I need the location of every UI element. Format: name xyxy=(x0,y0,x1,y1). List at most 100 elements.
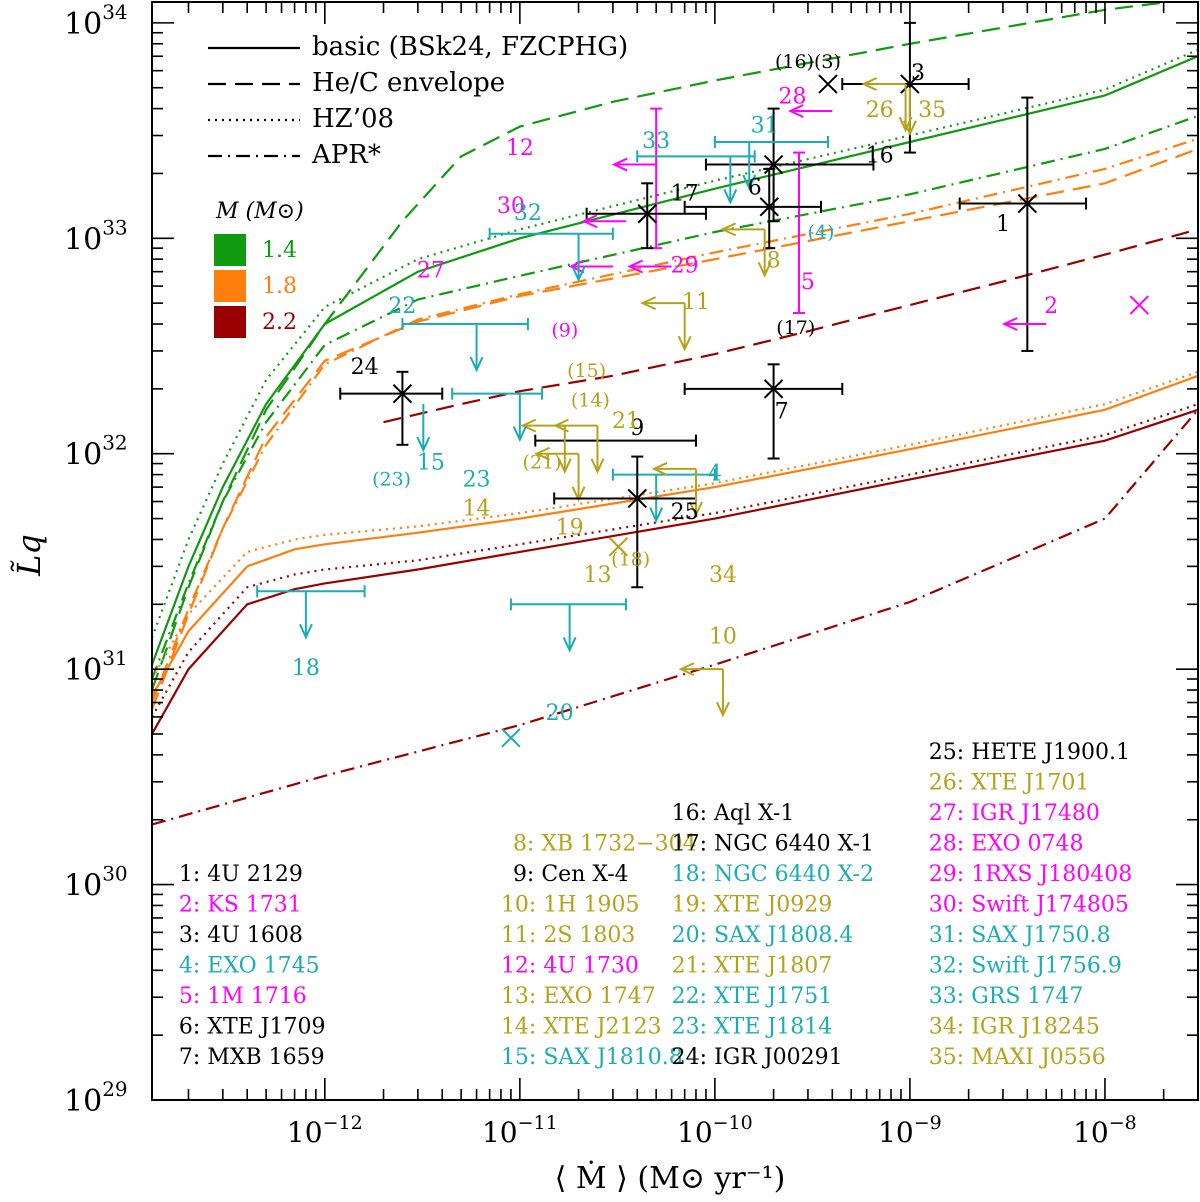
source-legend: 1: 4U 2129 2: KS 1731 3: 4U 1608 4: EXO 174… xyxy=(179,740,1132,1070)
annotation-0: (16)(3) xyxy=(775,51,841,73)
source-18 xyxy=(256,585,366,640)
curve-1-4-basic xyxy=(152,55,1198,665)
mass-legend-title: M (M⊙) xyxy=(215,199,304,224)
source-7 xyxy=(683,363,844,460)
legend-entry-18: 18: NGC 6440 X-2 xyxy=(672,862,874,887)
point-label-2: 2 xyxy=(1044,294,1058,319)
legend-entry-31: 31: SAX J1750.8 xyxy=(929,923,1111,948)
source-2 xyxy=(1001,295,1149,331)
legend-entry-26: 26: XTE J1701 xyxy=(929,771,1090,796)
legend-entry-22: 22: XTE J1751 xyxy=(672,984,833,1009)
legend-entry-34: 34: IGR J18245 xyxy=(929,1015,1100,1040)
point-label-35: 35 xyxy=(918,98,946,123)
mass-legend-label-0: 1.4 xyxy=(262,238,297,263)
legend-entry-27: 27: IGR J17480 xyxy=(929,801,1100,826)
source-34 xyxy=(651,462,703,518)
x-tick-label-1: 10−11 xyxy=(482,1112,558,1149)
source-11 xyxy=(640,296,692,352)
point-label-26: 26 xyxy=(866,98,894,123)
point-label-14: 14 xyxy=(463,497,491,522)
annotation-1: (4) xyxy=(808,222,835,244)
source-17 xyxy=(585,182,707,250)
source-29 xyxy=(627,259,672,274)
legend-entry-35: 35: MAXI J0556 xyxy=(929,1045,1106,1070)
legend-entry-9: 9: Cen X-4 xyxy=(513,862,629,887)
point-label-22: 22 xyxy=(388,294,416,319)
point-label-25: 25 xyxy=(671,500,699,525)
source-26 xyxy=(861,77,913,133)
source-23 xyxy=(451,387,544,443)
style-legend-label-2: HZ’08 xyxy=(312,104,394,134)
source-20 xyxy=(501,598,627,748)
point-label-13: 13 xyxy=(583,563,611,588)
axes: 10−12 10−11 10−10 10−9 10−810291030103110321… xyxy=(10,0,1199,1196)
y-tick-label-1: 1030 xyxy=(64,862,128,904)
annotation-6: (21) xyxy=(523,452,562,474)
source-32 xyxy=(488,227,614,283)
source-16 xyxy=(704,107,875,223)
point-label-9: 9 xyxy=(630,416,644,441)
curve-1-8-apr xyxy=(152,137,1198,703)
legend-entry-4: 4: EXO 1745 xyxy=(179,954,320,979)
point-label-24: 24 xyxy=(351,355,379,380)
source-13 xyxy=(608,537,629,557)
legend-entry-11: 11: 2S 1803 xyxy=(501,923,635,948)
curve-1-4-hz08 xyxy=(152,48,1198,639)
legend-entry-6: 6: XTE J1709 xyxy=(179,1015,326,1040)
legend-entry-32: 32: Swift J1756.9 xyxy=(929,954,1122,979)
source-28 xyxy=(787,104,833,118)
point-label-3: 3 xyxy=(911,61,925,86)
legend-entry-33: 33: GRS 1747 xyxy=(929,984,1084,1009)
legend-entry-2: 2: KS 1731 xyxy=(179,893,302,918)
annotation-8: (18) xyxy=(611,548,650,570)
mass-legend-swatch-1 xyxy=(214,270,246,302)
style-legend-label-0: basic (BSk24, FZCPHG) xyxy=(312,32,628,62)
point-label-6: 6 xyxy=(748,176,762,201)
annotation-2: (9) xyxy=(551,319,578,341)
source-35 xyxy=(903,87,917,137)
legend-entry-13: 13: EXO 1747 xyxy=(501,984,656,1009)
point-label-4: 4 xyxy=(708,462,722,487)
point-label-1: 1 xyxy=(996,212,1010,237)
point-label-34: 34 xyxy=(709,563,737,588)
x-tick-label-4: 10−8 xyxy=(1073,1112,1137,1149)
mass-legend-label-1: 1.8 xyxy=(262,274,297,299)
mass-legend-label-2: 2.2 xyxy=(262,310,297,335)
legend-entry-24: 24: IGR J00291 xyxy=(672,1045,843,1070)
point-label-16: 16 xyxy=(866,143,894,168)
point-label-27: 27 xyxy=(417,259,445,284)
source-33 xyxy=(636,150,756,205)
style-legend: basic (BSk24, FZCPHG) He/C envelope HZ’08 A… xyxy=(208,32,628,170)
legend-entry-29: 29: 1RXS J180408 xyxy=(929,862,1133,887)
mass-legend-swatch-0 xyxy=(214,234,246,266)
point-label-28: 28 xyxy=(778,85,806,110)
point-label-30: 30 xyxy=(497,194,525,219)
point-label-19: 19 xyxy=(556,515,584,540)
legend-entry-21: 21: XTE J1807 xyxy=(672,954,833,979)
y-tick-label-5: 1034 xyxy=(64,0,128,42)
x-axis-title: ⟨ Ṁ ⟩ (M⊙ yr⁻¹) xyxy=(555,1160,786,1196)
point-label-21: 21 xyxy=(612,409,640,434)
curve-2-2-apr xyxy=(152,409,1198,826)
curve-1-8-he-c xyxy=(152,147,1198,710)
legend-entry-17: 17: NGC 6440 X-1 xyxy=(672,832,874,857)
curve-1-4-apr xyxy=(152,114,1198,680)
legend-entry-1: 1: 4U 2129 xyxy=(179,862,303,887)
annotation-4: (15) xyxy=(567,360,606,382)
annotation-5: (14) xyxy=(571,389,610,411)
source-10 xyxy=(678,662,730,718)
point-label-20: 20 xyxy=(546,701,574,726)
y-tick-label-2: 1031 xyxy=(64,646,128,688)
source-19 xyxy=(534,446,586,503)
legend-entry-12: 12: 4U 1730 xyxy=(501,954,639,979)
source-6 xyxy=(683,167,822,250)
curve-2-2-basic xyxy=(152,408,1198,735)
legend-entry-25: 25: HETE J1900.1 xyxy=(929,740,1130,765)
curve-2-2-he-c xyxy=(383,228,1198,424)
point-label-33: 33 xyxy=(642,129,670,154)
legend-entry-15: 15: SAX J1810.8 xyxy=(501,1045,683,1070)
source-30 xyxy=(581,214,626,229)
legend-entry-8: 8: XB 1732−304 xyxy=(513,832,697,857)
source-31 xyxy=(713,135,829,191)
